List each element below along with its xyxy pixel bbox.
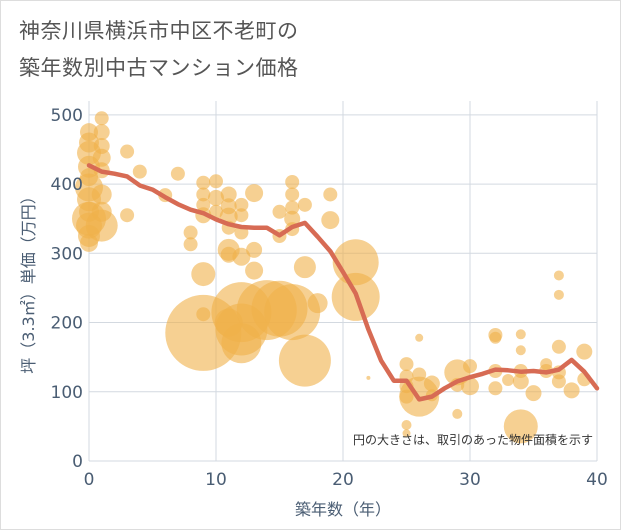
y-tick-label: 500 [51, 106, 83, 126]
bubble [488, 381, 503, 396]
size-note: 円の大きさは、取引のあった物件面積を示す [353, 432, 593, 447]
bubble [183, 225, 198, 240]
bubble [220, 186, 237, 203]
bubble [234, 208, 249, 223]
bubble [191, 262, 216, 287]
y-tick-label: 300 [51, 244, 83, 264]
trend-line [86, 163, 600, 402]
bubble [92, 148, 111, 167]
bubble [120, 144, 135, 159]
x-tick-label: 40 [586, 470, 608, 490]
bubble [512, 373, 529, 390]
bubble [551, 374, 566, 389]
bubble [183, 237, 198, 252]
bubble [209, 174, 223, 189]
bubble [553, 289, 564, 300]
bubble [278, 334, 331, 387]
bubble [93, 124, 110, 141]
bubble [461, 377, 479, 396]
bubble [120, 208, 135, 223]
bubble [208, 189, 224, 206]
bubble [234, 197, 249, 212]
bubble [246, 241, 263, 258]
bubble [132, 164, 147, 179]
bubble [297, 197, 312, 212]
bubble [232, 247, 251, 266]
bubble [285, 175, 300, 189]
bubble [576, 343, 593, 360]
bubble [489, 331, 502, 344]
y-tick-label: 100 [51, 383, 83, 403]
bubble [525, 385, 542, 402]
bubble [284, 210, 301, 227]
y-tick-label: 400 [51, 175, 83, 195]
y-tick-label: 200 [51, 314, 83, 334]
trend-layer [86, 163, 600, 402]
bubble [563, 382, 580, 399]
bubble [423, 375, 440, 392]
bubble [85, 209, 118, 242]
bubble [307, 293, 328, 314]
bubble [399, 357, 414, 372]
chart-title-line1: 神奈川県横浜市中区不老町の [19, 19, 299, 43]
chart-title-line2: 築年数別中古マンション価格 [19, 56, 299, 80]
x-tick-label: 10 [205, 470, 227, 490]
bubble [285, 187, 300, 202]
bubble [245, 261, 264, 280]
bubble [272, 204, 287, 219]
bubble [321, 211, 340, 230]
bubble [415, 333, 424, 342]
bubble [515, 329, 526, 340]
bubble [401, 420, 412, 430]
bubble [452, 408, 463, 419]
y-tick-label: 0 [72, 452, 83, 472]
bubble [245, 184, 264, 203]
bubble [94, 111, 109, 126]
bubble [196, 175, 211, 190]
bubble [264, 284, 321, 341]
tick-layer: 0 100 200 300 400 500 0 10 20 30 40 [51, 106, 608, 490]
bubble [502, 374, 515, 386]
x-axis-label: 築年数（年） [295, 500, 391, 519]
bubble [293, 256, 316, 279]
bubble [366, 375, 371, 380]
bubble [285, 200, 300, 215]
bubble [91, 184, 112, 205]
bubble [551, 339, 566, 354]
x-tick-label: 20 [332, 470, 354, 490]
bubble [463, 359, 477, 374]
x-tick-label: 0 [84, 470, 95, 490]
bubble [170, 166, 185, 181]
bubble [323, 187, 338, 202]
bubble [515, 345, 526, 356]
bubble [503, 409, 538, 444]
y-axis-label: 坪（3.3㎡）単価（万円） [19, 188, 38, 373]
bubble-layer [72, 111, 593, 444]
bubble [196, 187, 211, 202]
bubble [553, 270, 564, 281]
bubble [402, 429, 411, 438]
x-tick-label: 30 [459, 470, 481, 490]
